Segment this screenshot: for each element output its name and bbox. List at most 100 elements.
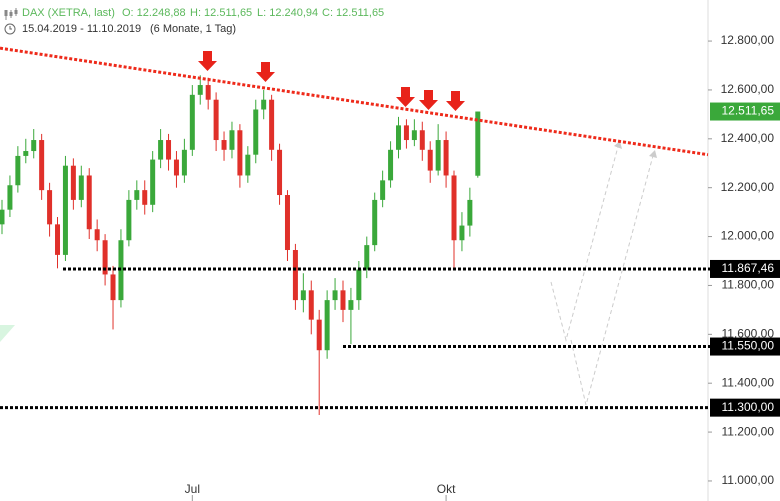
arrow <box>446 91 465 111</box>
period-note: (6 Monate, 1 Tag) <box>150 23 236 35</box>
candle-body <box>94 229 100 241</box>
candle-body <box>308 290 314 320</box>
x-tick-label: Okt <box>437 482 456 496</box>
arrow <box>198 51 217 71</box>
candle-body <box>245 154 251 176</box>
candle-body <box>221 140 227 150</box>
projection-head <box>614 141 622 149</box>
last-price-label: 12.511,65 <box>722 104 775 118</box>
candle-body <box>292 250 298 301</box>
candle-body <box>300 290 306 301</box>
candle-body <box>102 240 108 275</box>
candle-body <box>348 300 354 310</box>
candle-body <box>332 290 338 301</box>
arrow <box>419 90 438 110</box>
candle-body <box>70 165 76 200</box>
y-tick-label: 12.400,00 <box>721 131 775 145</box>
candle-body <box>7 185 13 210</box>
y-tick-label: 11.400,00 <box>722 375 775 389</box>
projection <box>550 141 657 406</box>
trendline <box>0 46 709 157</box>
candle-body <box>229 130 235 150</box>
header-value: H: 12.511,65 <box>190 7 252 19</box>
candle-body <box>411 130 417 141</box>
clock-hands <box>9 26 12 30</box>
y-tick-label: 11.800,00 <box>722 278 775 292</box>
projection-path <box>570 151 655 406</box>
candle-body <box>356 269 362 301</box>
candle-body <box>459 225 465 241</box>
candle-body <box>435 140 441 171</box>
candle-body <box>47 190 53 225</box>
candle-body <box>31 140 37 152</box>
candle-body <box>475 111 481 176</box>
candle-body <box>134 190 140 200</box>
candle-body <box>23 151 29 156</box>
projection-path <box>550 142 620 342</box>
y-tick-label: 12.000,00 <box>721 229 775 243</box>
candle-body <box>173 159 179 176</box>
candle-body <box>166 140 172 160</box>
marker-triangle <box>0 325 15 342</box>
candle-body <box>443 140 449 176</box>
candle-body <box>205 85 211 100</box>
clock-icon <box>4 23 16 35</box>
level-label: 11.867,46 <box>722 261 775 275</box>
candle-body <box>403 125 409 141</box>
arrow <box>396 87 415 107</box>
y-tick-label: 11.600,00 <box>722 326 775 340</box>
candle-body <box>237 130 243 176</box>
candle-body <box>269 99 275 150</box>
y-tick-label: 12.600,00 <box>721 82 775 96</box>
candle-body <box>451 175 457 241</box>
projection-head <box>649 150 657 158</box>
header-title: DAX (XETRA, last) <box>22 7 115 19</box>
candle-body <box>467 199 473 226</box>
candle-body <box>340 290 346 310</box>
candle-body <box>284 195 290 251</box>
candle-body <box>189 94 195 150</box>
candle-body <box>62 165 68 255</box>
resistance-arrows <box>198 51 465 111</box>
candle-body <box>364 245 370 270</box>
y-tick-label: 12.200,00 <box>721 180 775 194</box>
candle-body <box>150 159 156 205</box>
candle-body <box>277 149 283 196</box>
level-label: 11.300,00 <box>722 400 775 414</box>
candle-body <box>86 175 92 230</box>
candle-body <box>158 140 164 160</box>
candle-body <box>372 199 378 246</box>
candle-body <box>324 300 330 351</box>
period: 15.04.2019 - 11.10.2019 <box>22 23 141 35</box>
candle-body <box>39 140 45 191</box>
candle-body <box>55 224 61 255</box>
candle-body <box>197 85 203 95</box>
x-tick-label: Jul <box>185 482 200 496</box>
level-box <box>710 398 780 417</box>
level-label: 11.550,00 <box>722 339 775 353</box>
y-tick-label: 11.200,00 <box>722 424 775 438</box>
candle-body <box>316 319 322 351</box>
level-box <box>710 259 780 278</box>
axis-panel <box>708 0 780 501</box>
candle-body <box>396 125 401 150</box>
candle-body <box>388 149 394 181</box>
level-box <box>710 337 780 356</box>
candle-body <box>181 149 187 176</box>
candle-body <box>213 99 219 141</box>
header: DAX (XETRA, last) O: 12.248,88 H: 12.511… <box>4 7 384 35</box>
candle-body <box>15 155 21 186</box>
candle-body <box>419 130 425 150</box>
last-price-box <box>710 102 780 121</box>
y-tick-label: 12.800,00 <box>721 33 775 47</box>
arrow <box>256 62 275 82</box>
candle-body <box>427 149 433 171</box>
candle-body <box>126 199 132 241</box>
header-value: O: 12.248,88 <box>122 7 186 19</box>
header-icon <box>4 8 18 20</box>
candle-body <box>0 209 5 225</box>
candle-body <box>261 99 267 110</box>
candle-body <box>380 180 386 200</box>
